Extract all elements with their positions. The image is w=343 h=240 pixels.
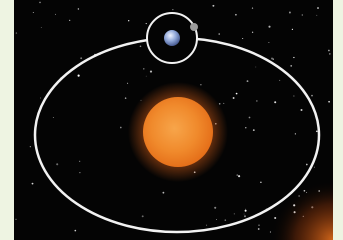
frame-right [333, 0, 343, 240]
star [244, 215, 246, 217]
star [16, 32, 17, 33]
star [249, 117, 251, 119]
star [40, 97, 41, 98]
star [328, 101, 330, 103]
star [233, 97, 235, 99]
star [268, 42, 269, 43]
star [146, 76, 147, 77]
star [214, 207, 216, 209]
star [75, 230, 77, 232]
star [41, 27, 42, 28]
star [293, 95, 294, 96]
star [314, 167, 315, 168]
star [329, 53, 331, 55]
star [317, 7, 319, 9]
space [14, 0, 333, 240]
page: (() => { const data = JSON.parse(documen… [0, 0, 343, 240]
star [55, 14, 56, 15]
star [295, 133, 296, 134]
star [172, 9, 173, 10]
star [39, 2, 41, 4]
star [271, 57, 273, 59]
star [146, 23, 147, 24]
star [53, 117, 54, 118]
star [127, 83, 128, 84]
star [268, 26, 270, 28]
star [150, 71, 152, 73]
star [253, 129, 255, 131]
star [78, 8, 79, 9]
star [289, 12, 291, 14]
star [306, 164, 308, 166]
star [290, 65, 292, 67]
corner-glow [270, 180, 333, 240]
star [244, 214, 245, 215]
star [78, 75, 80, 77]
star [218, 33, 220, 35]
star [252, 32, 253, 33]
moon [190, 23, 198, 31]
star [142, 215, 144, 217]
star [206, 225, 207, 226]
earth [164, 30, 180, 46]
star [255, 67, 256, 68]
star [235, 14, 237, 16]
star [245, 209, 246, 210]
star [223, 103, 224, 104]
star [15, 219, 16, 220]
star [258, 224, 259, 225]
star [274, 101, 276, 103]
star [56, 163, 58, 165]
star [140, 45, 142, 47]
star [302, 14, 303, 15]
star [316, 130, 318, 132]
star [225, 219, 227, 221]
star [128, 20, 129, 21]
star [238, 175, 240, 177]
star [216, 219, 217, 220]
star [260, 182, 261, 183]
star [245, 210, 247, 212]
star [200, 84, 201, 85]
star [236, 93, 238, 95]
star [301, 109, 303, 111]
star [242, 38, 243, 39]
star [30, 146, 31, 147]
star [256, 100, 257, 101]
star [292, 29, 293, 30]
star [245, 127, 246, 128]
star [328, 50, 330, 52]
star [316, 15, 317, 16]
star [32, 183, 34, 185]
star [143, 68, 144, 69]
star [125, 97, 127, 99]
star [311, 95, 313, 97]
sun [143, 97, 213, 167]
star [236, 174, 238, 176]
star [79, 161, 80, 162]
star [279, 80, 280, 81]
star [212, 5, 214, 7]
star [120, 127, 122, 129]
scene [0, 0, 343, 240]
star [80, 57, 82, 59]
star [234, 213, 235, 214]
star [162, 192, 164, 194]
star [252, 7, 253, 8]
star [79, 172, 80, 173]
star [247, 80, 249, 82]
star [69, 20, 70, 21]
star [293, 57, 294, 58]
star [258, 228, 260, 230]
star [33, 12, 34, 13]
